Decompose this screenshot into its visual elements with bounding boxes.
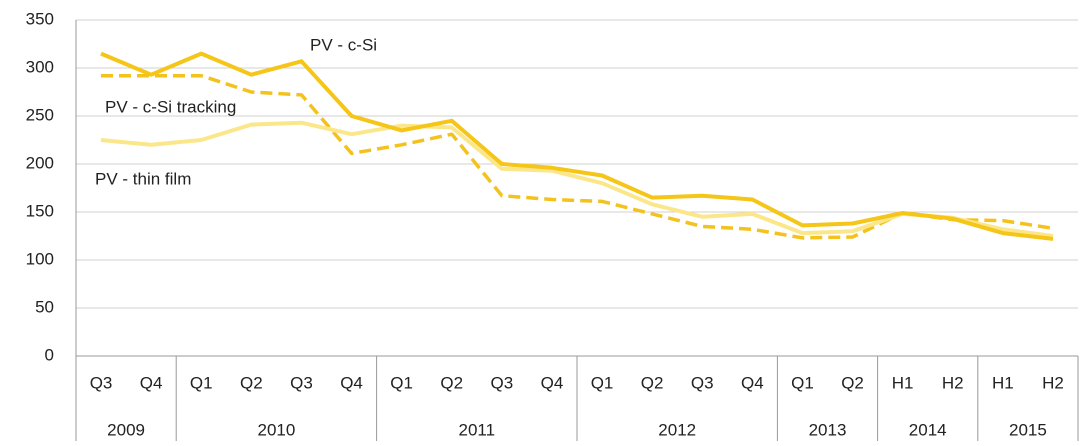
x-tick-label: Q4	[541, 373, 564, 392]
x-tick-label: Q3	[491, 373, 514, 392]
x-tick-label: Q1	[190, 373, 213, 392]
x-group-label: 2009	[107, 420, 145, 439]
y-tick-label: 350	[26, 9, 54, 28]
series-line	[100, 120, 1054, 238]
y-tick-label: 300	[26, 57, 54, 76]
y-tick-label: 150	[26, 201, 54, 220]
y-tick-label: 0	[45, 345, 54, 364]
x-tick-label: H2	[1042, 373, 1064, 392]
x-tick-label: Q2	[440, 373, 463, 392]
x-tick-label: Q3	[691, 373, 714, 392]
x-group-label: 2010	[257, 420, 295, 439]
series-label: PV - thin film	[95, 169, 191, 188]
x-group-label: 2015	[1009, 420, 1047, 439]
x-group-label: 2011	[459, 420, 496, 439]
y-tick-label: 250	[26, 105, 54, 124]
series-label: PV - c-Si tracking	[105, 97, 236, 116]
y-tick-label: 100	[26, 249, 54, 268]
x-tick-label: Q3	[90, 373, 113, 392]
y-tick-label: 50	[35, 297, 54, 316]
x-tick-label: Q2	[841, 373, 864, 392]
x-tick-label: H2	[942, 373, 964, 392]
x-group-label: 2012	[658, 420, 696, 439]
x-tick-label: H1	[992, 373, 1014, 392]
x-tick-label: Q4	[340, 373, 363, 392]
x-tick-label: Q3	[290, 373, 313, 392]
x-tick-label: H1	[892, 373, 914, 392]
x-tick-label: Q2	[240, 373, 263, 392]
x-tick-label: Q2	[641, 373, 664, 392]
series-label: PV - c-Si	[310, 35, 377, 54]
x-tick-label: Q1	[390, 373, 413, 392]
x-group-label: 2014	[909, 420, 947, 439]
x-group-label: 2013	[809, 420, 847, 439]
x-tick-label: Q4	[741, 373, 764, 392]
x-tick-label: Q1	[791, 373, 814, 392]
series-line	[100, 51, 1054, 241]
x-tick-label: Q4	[140, 373, 163, 392]
x-tick-label: Q1	[591, 373, 614, 392]
y-tick-label: 200	[26, 153, 54, 172]
